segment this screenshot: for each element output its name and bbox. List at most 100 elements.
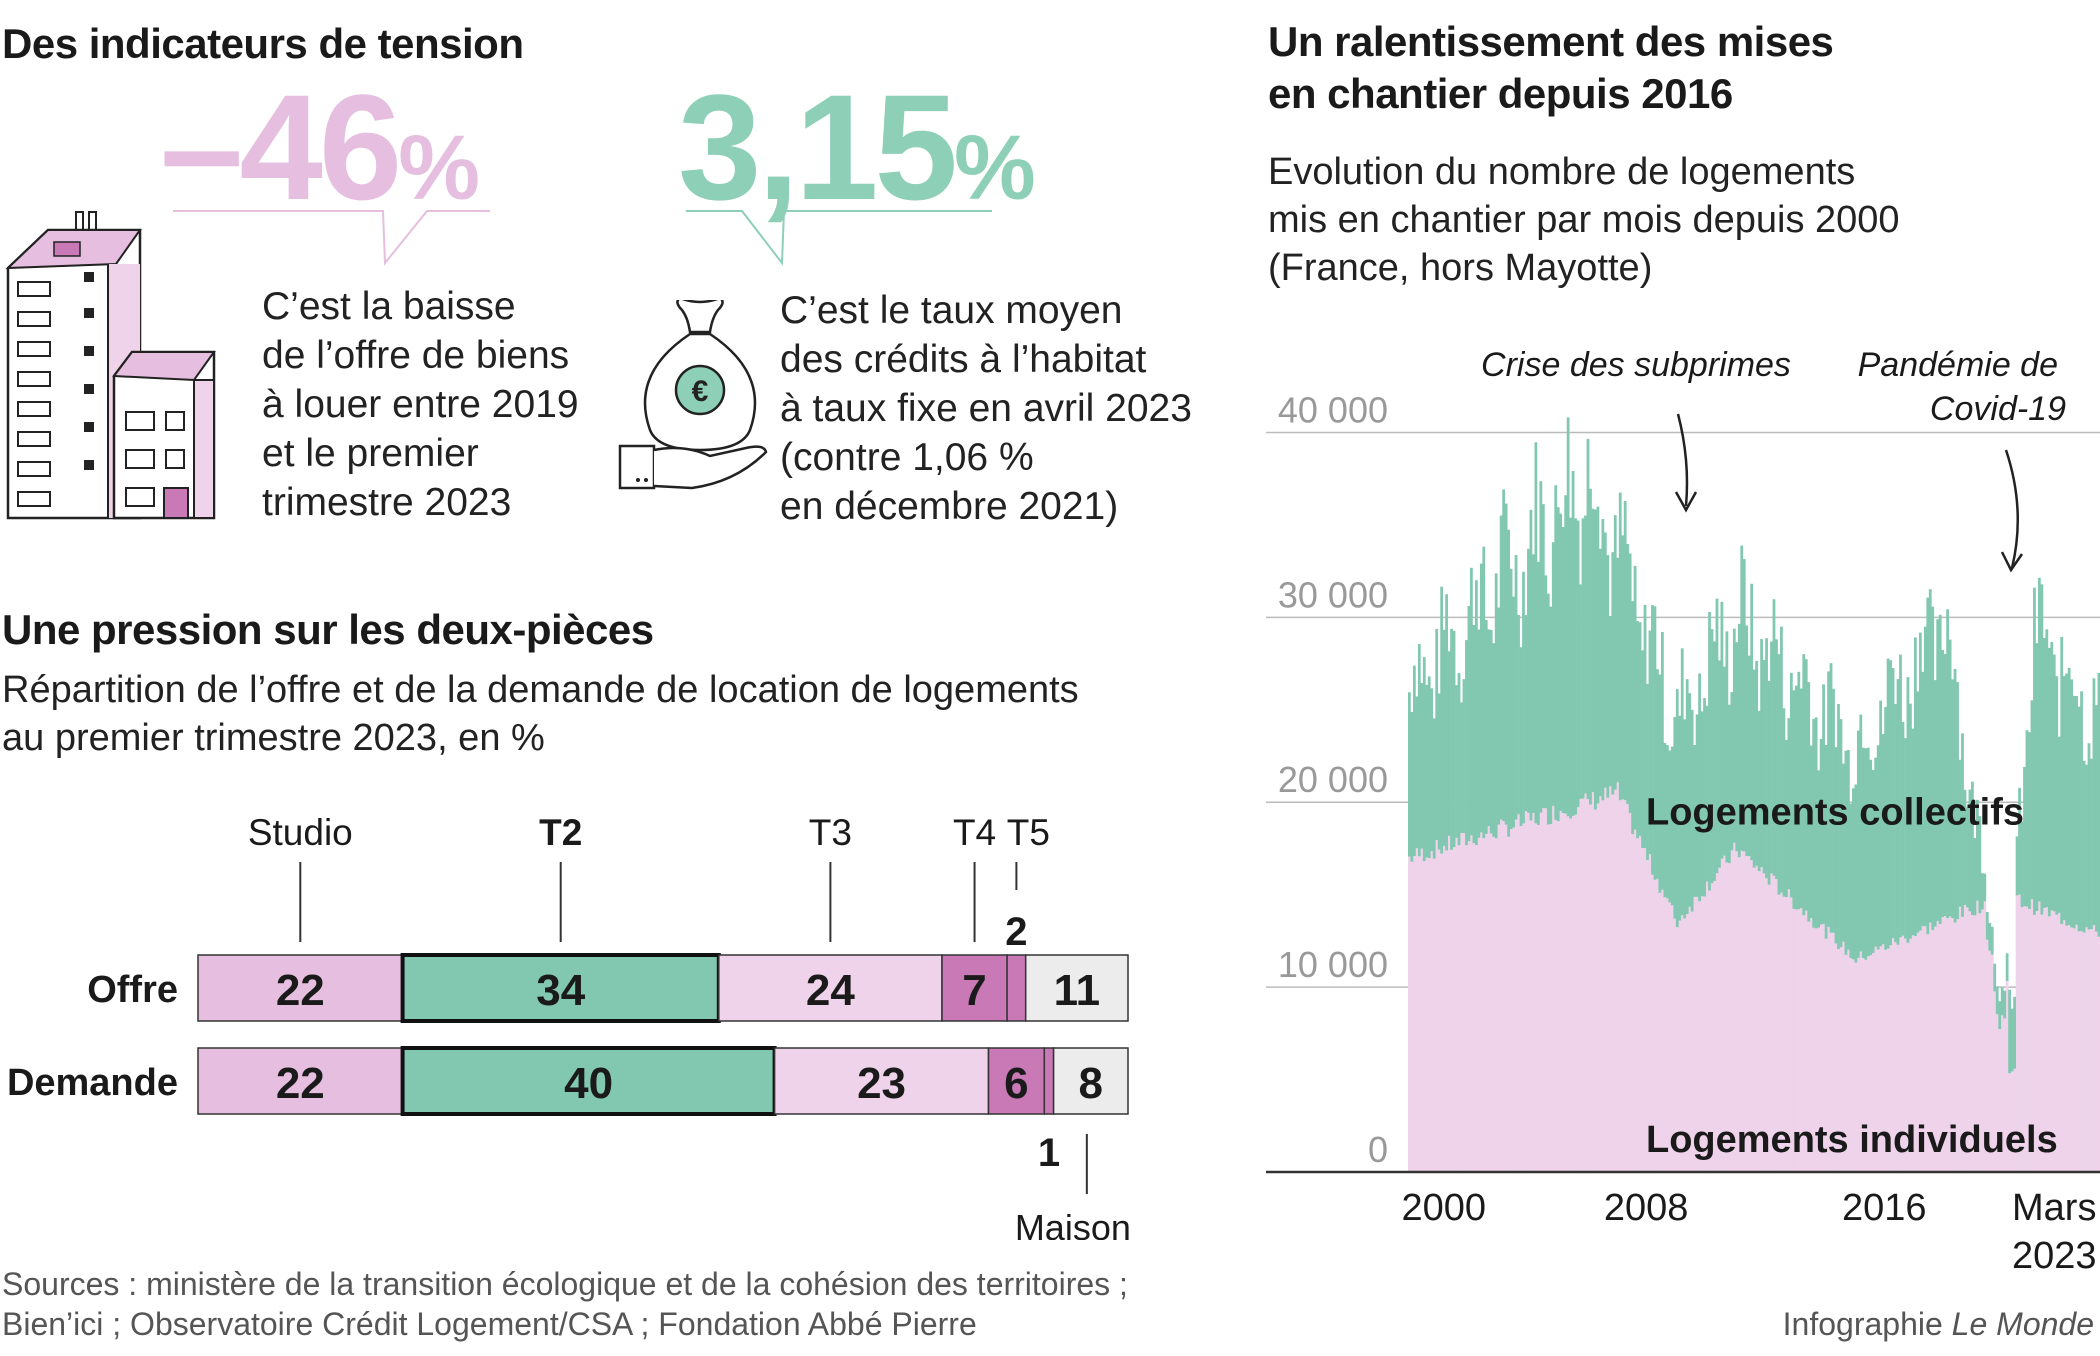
monthly-bar-collective [1678,715,1682,921]
money-bag-hand-icon: € [618,300,768,490]
x-tick-label: 2008 [1604,1187,1689,1229]
monthly-bar-collective [2018,787,2021,895]
monthly-bar-collective [1869,759,1873,956]
monthly-bar-individual [1440,853,1444,1172]
monthly-bar-individual [1971,915,1974,1172]
stat1-line: de l’offre de biens [262,334,570,377]
monthly-bar-collective [1881,734,1885,945]
monthly-bar-individual [1462,833,1466,1172]
monthly-bar-individual [1492,836,1496,1172]
category-label-studio: Studio [248,812,353,853]
monthly-bar-collective [1636,621,1639,839]
monthly-bar-individual [1782,896,1786,1172]
monthly-bar-individual [2080,931,2083,1172]
monthly-bar-collective [2042,637,2046,908]
monthly-bar-collective [1966,807,1969,908]
monthly-bar-collective [2087,743,2091,930]
monthly-bar-individual [1740,850,1744,1172]
monthly-bar-individual [1735,851,1739,1172]
monthly-bar-individual [2050,910,2054,1172]
y-tick-label: 40 000 [1278,389,1388,430]
monthly-bar-collective [1713,641,1716,881]
monthly-bar-individual [1626,804,1630,1172]
monthly-bar-individual [1494,838,1498,1172]
monthly-bar-collective [1479,563,1483,833]
bar-segment-studio [197,954,404,1022]
y-tick-label: 20 000 [1278,759,1388,800]
stat1-line: C’est la baisse [262,285,516,328]
monthly-bar-collective [1866,747,1870,957]
monthly-bar-collective [1621,535,1625,800]
monthly-bar-collective [2062,675,2066,921]
monthly-bar-individual [1499,819,1503,1172]
monthly-bar-collective [1435,628,1439,841]
collective-series-bars [1408,417,2100,1074]
monthly-bar-individual [1425,857,1429,1172]
monthly-bar-individual [1665,898,1669,1172]
monthly-bar-collective [1879,700,1883,947]
stat2-callout-line [686,210,992,266]
stat1-number: –46 [160,63,402,231]
monthly-bar-collective [1673,717,1677,919]
monthly-bar-individual [1827,926,1830,1172]
monthly-bar-collective [1571,470,1575,816]
monthly-bar-individual [2028,908,2031,1172]
monthly-bar-individual [1794,909,1798,1172]
monthly-bar-individual [1668,902,1672,1172]
monthly-bar-individual [1732,842,1736,1172]
monthly-bar-collective [1460,702,1463,834]
monthly-bar-individual [1789,897,1793,1172]
monthly-bar-collective [2077,706,2081,932]
monthly-bar-collective [1432,718,1436,859]
stat2-unit: % [953,117,1036,219]
monthly-bar-individual [1430,851,1434,1172]
monthly-bar-individual [1631,834,1635,1172]
stat2-number: 3,15 [678,63,958,231]
monthly-bar-collective [1422,657,1426,862]
monthly-bar-collective [1767,680,1771,885]
monthly-bar-individual [1770,873,1773,1172]
monthly-bar-collective [1643,604,1647,849]
monthly-bar-collective [1541,504,1545,809]
monthly-bar-collective [1918,632,1922,931]
monthly-bar-individual [1497,824,1501,1172]
monthly-bar-individual [1899,937,1902,1172]
monthly-bar-individual [1678,920,1682,1172]
monthly-bar-individual [1636,838,1639,1172]
monthly-bar-collective [2037,577,2041,902]
monthly-bar-individual [1514,819,1518,1172]
monthly-bar-collective [2092,678,2096,926]
monthly-bar-collective [1856,730,1860,958]
monthly-bar-individual [1713,880,1716,1172]
monthly-bar-collective [1675,689,1679,928]
monthly-bar-individual [2060,924,2064,1172]
monthly-bar-collective [1430,688,1434,852]
monthly-bar-collective [1551,542,1555,806]
monthly-bar-individual [1638,835,1642,1172]
monthly-bar-collective [1705,705,1709,882]
monthly-bar-collective [1782,708,1786,897]
monthly-bar-collective [2025,730,2029,907]
monthly-bar-collective [1477,629,1481,838]
value-label: 2 [1005,910,1027,954]
monthly-bar-collective [1509,568,1513,830]
monthly-bar-collective [1472,624,1476,844]
monthly-bar-collective [1529,509,1533,821]
monthly-bar-collective [1584,515,1587,794]
monthly-bar-collective [1814,717,1818,929]
monthly-bar-collective [1559,513,1563,811]
monthly-bar-individual [1918,930,1922,1172]
monthly-bar-individual [1988,950,1992,1172]
stat1-callout-line [173,210,490,266]
monthly-bar-collective [1988,922,1992,951]
monthly-bar-individual [1616,782,1620,1172]
monthly-bar-collective [2023,766,2026,907]
monthly-bar-individual [1966,907,1969,1172]
monthly-bar-individual [1596,803,1600,1172]
monthly-bar-collective [2008,989,2012,1074]
monthly-bar-individual [1571,815,1575,1172]
right-subtitle: Evolution du nombre de logements mis en … [1268,148,1900,292]
monthly-bar-collective [1427,676,1431,859]
monthly-bar-individual [1432,858,1436,1172]
monthly-bar-collective [1695,714,1699,897]
